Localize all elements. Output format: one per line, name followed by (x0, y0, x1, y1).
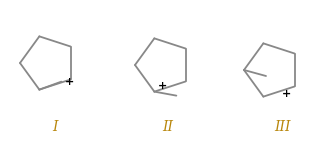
Text: +: + (282, 89, 291, 99)
Text: +: + (158, 81, 167, 91)
Text: +: + (65, 77, 74, 87)
Text: III: III (274, 120, 290, 134)
Text: I: I (52, 120, 58, 134)
Text: II: II (162, 120, 174, 134)
